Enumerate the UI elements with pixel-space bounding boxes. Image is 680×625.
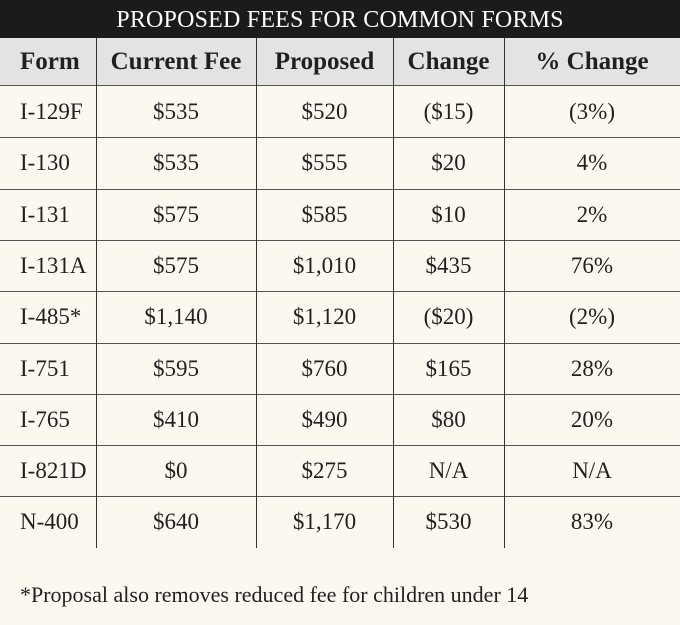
table-cell: $275 [301,458,348,484]
table-cell: I-129F [20,99,83,124]
row-divider [0,496,680,498]
table-cell: I-131A [20,252,87,278]
table-cell: $575 [153,252,199,278]
table-cell: $555 [301,150,348,176]
table-cell: $435 [425,252,472,278]
column-divider [256,38,257,548]
table-cell: I-485* [20,304,82,330]
column-divider [504,38,505,548]
table-cell: ($15) [423,99,474,124]
column-divider [96,38,97,548]
table-cell: 2% [576,201,608,227]
table-cell: $1,120 [292,304,357,330]
table-cell: 20% [570,406,614,432]
table-title: PROPOSED FEES FOR COMMON FORMS [0,0,680,38]
table-cell: N/A [428,458,469,484]
header-row [0,38,680,86]
table-cell: N-400 [20,509,79,535]
table-cell: $640 [153,509,199,535]
row-divider [0,188,680,190]
table-cell: 28% [570,355,614,381]
table-cell: (2%) [569,304,615,330]
column-header: Form [20,48,80,75]
table-cell: N/A [572,458,612,484]
table-cell: $520 [301,99,348,124]
column-header: Change [407,48,490,75]
table-cell: I-821D [20,458,87,484]
table-cell: $1,010 [292,252,357,278]
table-cell: I-130 [20,150,70,176]
table-cell: I-751 [20,355,70,381]
table-cell: $585 [301,201,348,227]
table-cell: $535 [153,150,199,176]
table-cell: 4% [576,150,608,176]
table-cell: (3%) [569,99,615,124]
table-cell: $535 [153,99,199,124]
row-divider [0,291,680,293]
table-cell: $0 [164,458,188,484]
table-cell: $575 [153,201,199,227]
row-divider [0,137,680,139]
table-cell: 76% [570,252,614,278]
table-cell: ($20) [423,304,474,330]
table-cell: $490 [301,406,348,432]
row-divider [0,239,680,241]
table-cell: I-131 [20,201,70,227]
column-header: % Change [535,48,649,75]
table-cell: $1,170 [292,509,357,535]
table-cell: $530 [425,509,472,535]
table-cell: $760 [301,355,348,381]
column-divider [393,38,394,548]
row-divider [0,445,680,447]
column-header: Proposed [274,48,375,75]
table-cell: I-765 [20,406,70,432]
table-cell: $165 [425,355,472,381]
table-cell: 83% [570,509,614,535]
column-header: Current Fee [110,48,242,75]
row-divider [0,393,680,395]
table-cell: $20 [431,150,466,176]
table-cell: $10 [431,201,466,227]
table-cell: $595 [153,355,199,381]
table-cell: $410 [153,406,199,432]
footnote: *Proposal also removes reduced fee for c… [20,582,529,607]
table-cell: $80 [431,406,466,432]
table-cell: $1,140 [144,304,208,330]
row-divider [0,342,680,344]
